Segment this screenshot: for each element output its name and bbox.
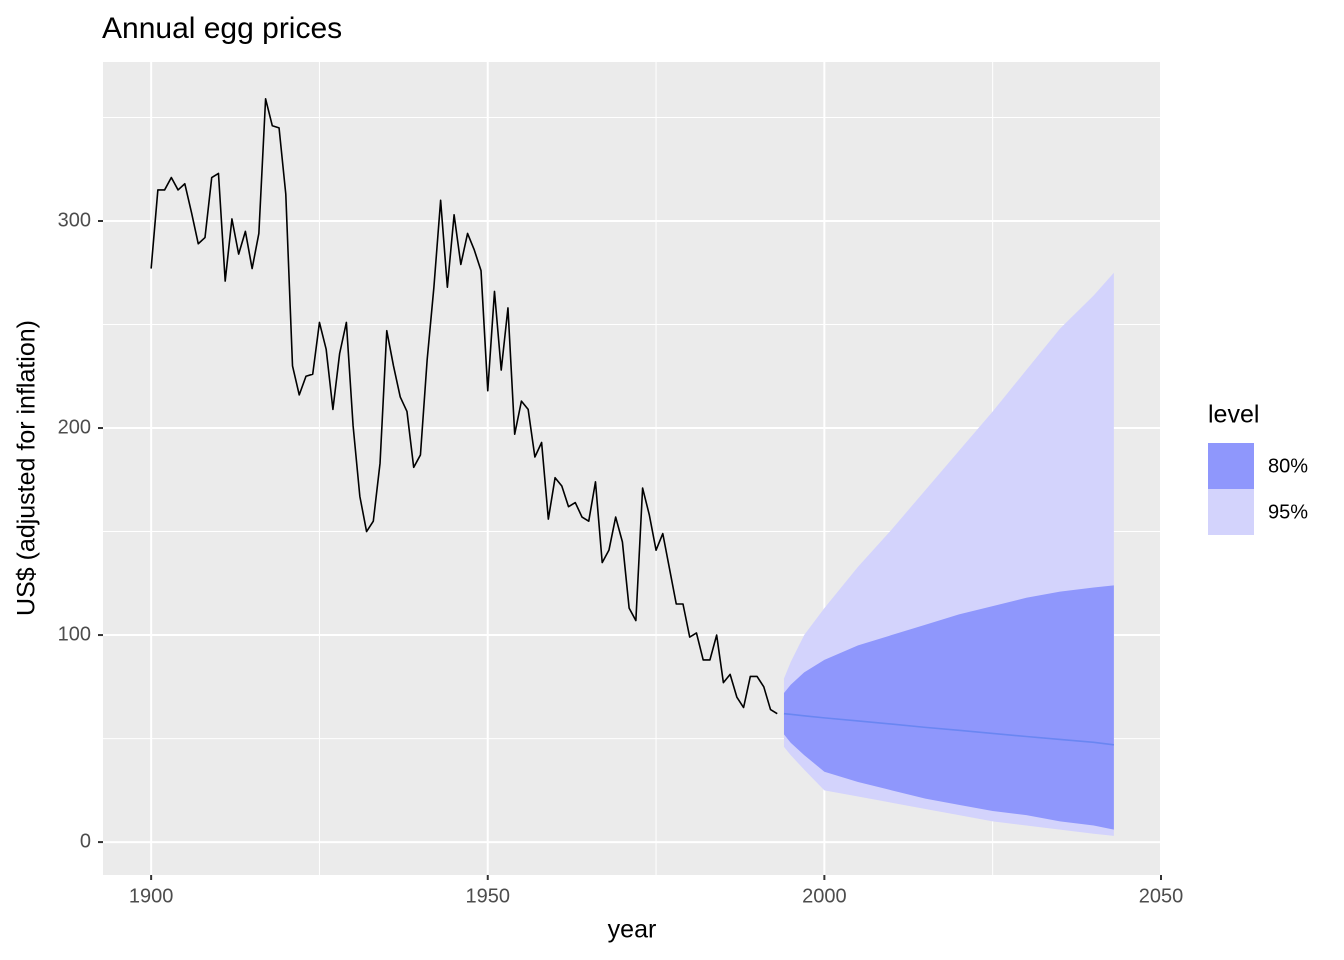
x-tick-label: 1900 xyxy=(129,885,174,907)
legend-key xyxy=(1208,489,1254,535)
legend-label: 80% xyxy=(1268,455,1308,477)
y-tick-label: 0 xyxy=(80,830,91,852)
x-tick-label: 2050 xyxy=(1139,885,1184,907)
y-tick-label: 100 xyxy=(58,623,91,645)
x-tick-label: 1950 xyxy=(466,885,511,907)
y-tick-label: 200 xyxy=(58,416,91,438)
line xyxy=(150,98,778,715)
line xyxy=(783,712,1114,746)
y-tick-label: 300 xyxy=(58,209,91,231)
y-axis-title: US$ (adjusted for inflation) xyxy=(13,320,41,616)
interval-band xyxy=(783,585,1114,830)
chart-title: Annual egg prices xyxy=(102,12,342,45)
legend-label: 95% xyxy=(1268,501,1308,523)
legend-key xyxy=(1208,443,1254,489)
x-tick-label: 2000 xyxy=(802,885,847,907)
x-axis-title: year xyxy=(608,916,657,944)
legend-title: level xyxy=(1208,401,1259,429)
